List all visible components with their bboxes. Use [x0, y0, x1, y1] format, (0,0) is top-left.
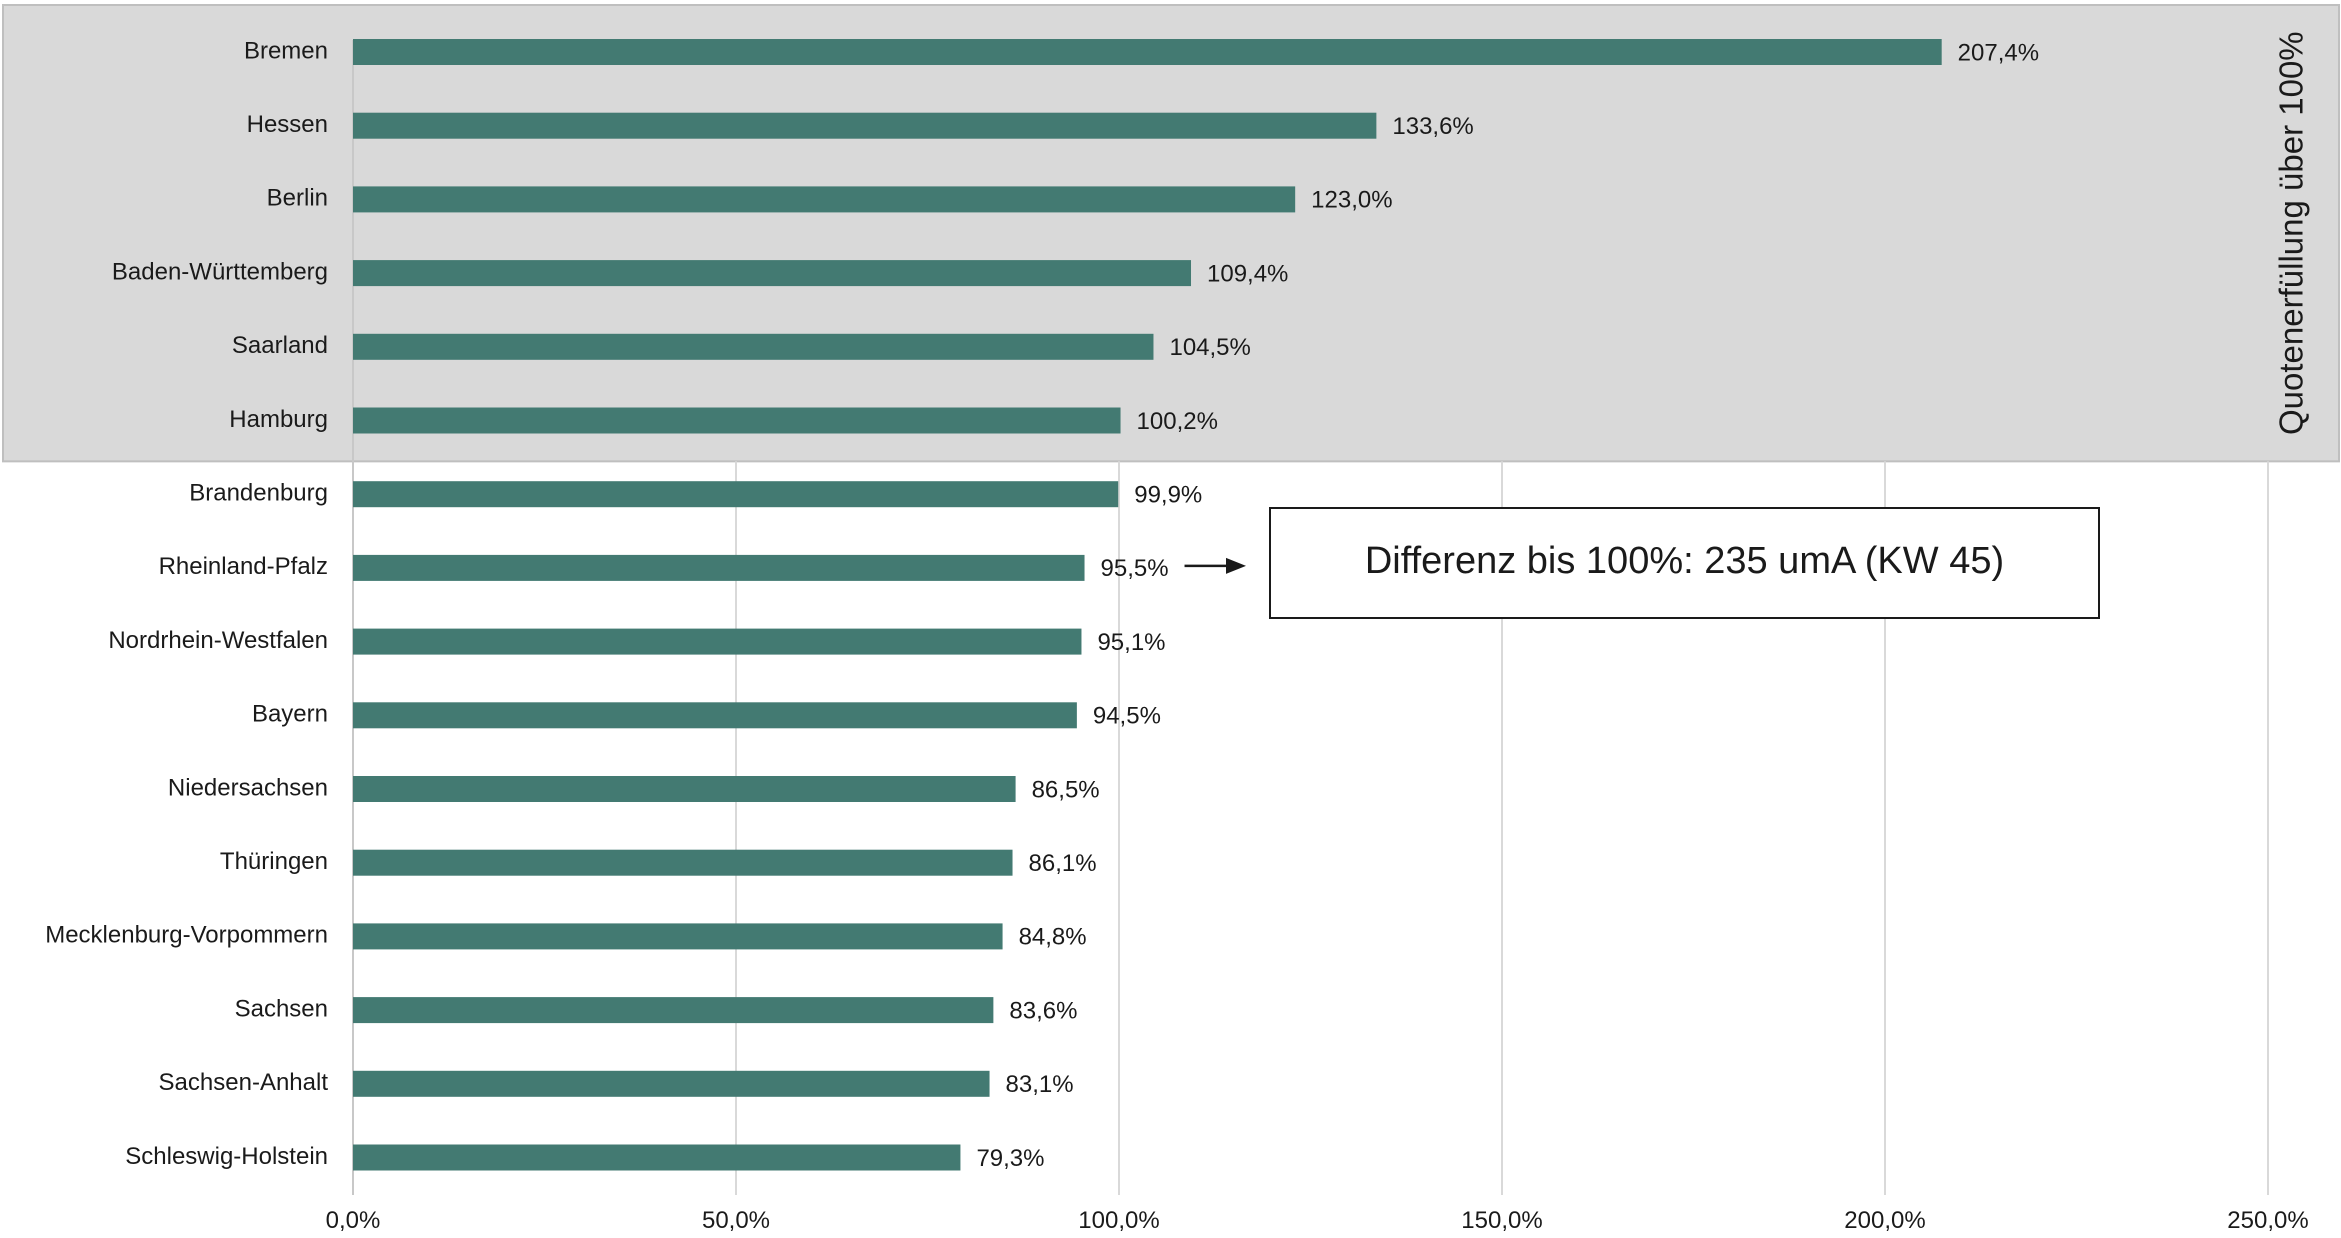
- value-label: 99,9%: [1134, 482, 1202, 509]
- value-label: 94,5%: [1093, 703, 1161, 730]
- bar: [353, 186, 1296, 213]
- value-label: 83,1%: [1006, 1071, 1074, 1098]
- bar: [353, 849, 1013, 876]
- bar: [353, 554, 1085, 581]
- value-label: 133,6%: [1392, 113, 1473, 140]
- bar: [353, 997, 994, 1024]
- grid-layer: [352, 40, 2269, 1195]
- value-label: 100,2%: [1137, 408, 1218, 435]
- category-label: Mecklenburg-Vorpommern: [45, 922, 328, 949]
- annotation-text: Differenz bis 100%: 235 umA (KW 45): [1365, 540, 2004, 582]
- bar: [353, 776, 1016, 802]
- bar-layer: [353, 39, 1942, 1171]
- value-label: 86,5%: [1032, 776, 1100, 803]
- highlight-band-label: Quotenerfüllung über 100%: [2273, 31, 2310, 435]
- value-label: 95,5%: [1101, 555, 1169, 582]
- bar: [353, 1144, 961, 1171]
- bar: [353, 407, 1121, 434]
- category-label: Sachsen: [235, 995, 328, 1022]
- annotation-layer: Differenz bis 100%: 235 umA (KW 45): [1184, 507, 2100, 619]
- value-label: 83,6%: [1009, 997, 1077, 1024]
- annotation-arrow-head: [1226, 557, 1246, 574]
- value-label: 104,5%: [1169, 334, 1250, 361]
- value-label: 123,0%: [1311, 187, 1392, 214]
- bar: [353, 112, 1377, 139]
- category-label: Saarland: [232, 332, 328, 359]
- x-tick-label: 100,0%: [1078, 1207, 1159, 1234]
- bar: [353, 628, 1082, 655]
- highlight-band-layer: Quotenerfüllung über 100%: [2, 4, 2340, 463]
- category-label: Hamburg: [229, 406, 328, 433]
- value-label: 109,4%: [1207, 260, 1288, 287]
- category-label: Berlin: [267, 185, 328, 212]
- category-label: Baden-Württemberg: [112, 258, 328, 285]
- bar: [353, 333, 1154, 360]
- highlight-band: [2, 4, 2340, 463]
- x-tick-label: 150,0%: [1461, 1207, 1542, 1234]
- x-tick-label: 50,0%: [702, 1207, 770, 1234]
- category-label: Rheinland-Pfalz: [159, 553, 328, 580]
- x-tick-label: 200,0%: [1844, 1207, 1925, 1234]
- bar: [353, 923, 1003, 950]
- category-label: Sachsen-Anhalt: [159, 1069, 329, 1096]
- category-label: Niedersachsen: [168, 774, 328, 801]
- value-label: 79,3%: [976, 1145, 1044, 1172]
- label-layer: 0,0% 50,0% 100,0% 150,0% 200,0% 250,0% Bremen 2…: [45, 37, 2309, 1234]
- category-label: Schleswig-Holstein: [125, 1143, 328, 1170]
- bar: [353, 702, 1077, 729]
- x-tick-label: 0,0%: [326, 1207, 381, 1234]
- bar: [353, 1070, 990, 1097]
- value-label: 86,1%: [1029, 850, 1097, 877]
- category-label: Bremen: [244, 37, 328, 64]
- category-label: Brandenburg: [189, 480, 328, 507]
- category-label: Thüringen: [220, 848, 328, 875]
- annotation-box: [1269, 507, 2100, 619]
- value-label: 95,1%: [1097, 629, 1165, 656]
- bar: [353, 260, 1192, 287]
- value-label: 207,4%: [1958, 39, 2039, 66]
- category-label: Hessen: [247, 111, 328, 138]
- category-label: Bayern: [252, 701, 328, 728]
- bar: [353, 39, 1942, 65]
- x-tick-label: 250,0%: [2227, 1207, 2308, 1234]
- value-label: 84,8%: [1019, 924, 1087, 951]
- bar: [353, 481, 1119, 508]
- category-label: Nordrhein-Westfalen: [108, 627, 328, 654]
